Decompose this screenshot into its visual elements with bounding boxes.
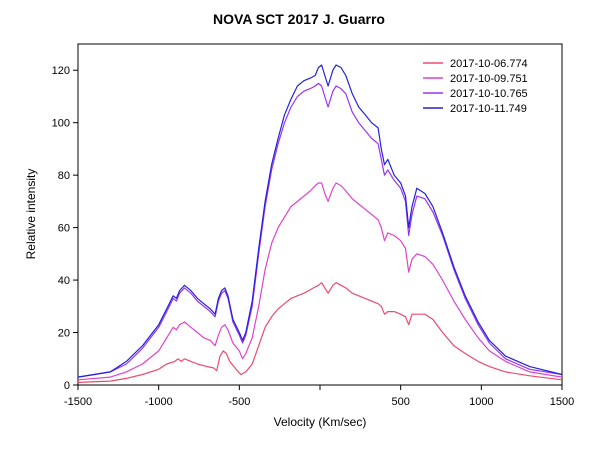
x-tick-label: -1000	[145, 396, 173, 408]
series-line-4	[77, 64, 563, 378]
series-lines	[77, 64, 563, 383]
x-tick-label: 1500	[550, 396, 574, 408]
legend: 2017-10-06.774 2017-10-09.751 2017-10-10.7…	[423, 58, 528, 115]
y-tick-label: 20	[58, 328, 70, 340]
legend-entry: 2017-10-10.765	[450, 88, 528, 100]
y-tick-label: 120	[52, 65, 70, 77]
x-axis-label: Velocity (Km/sec)	[274, 415, 367, 429]
x-tick-label: 500	[391, 396, 409, 408]
y-axis: 0 20 40 60 80 100 120	[52, 65, 78, 392]
series-line-3	[77, 82, 563, 378]
y-tick-label: 100	[52, 118, 70, 130]
series-line-2	[77, 182, 563, 381]
x-tick-label: -500	[228, 396, 250, 408]
y-tick-label: 0	[64, 380, 70, 392]
x-axis: -1500 -1000 -500 500 1000 1500	[64, 385, 574, 408]
x-tick-label: 1000	[469, 396, 493, 408]
chart-title: NOVA SCT 2017 J. Guarro	[213, 11, 385, 27]
legend-entry: 2017-10-11.749	[450, 103, 527, 115]
legend-entry: 2017-10-09.751	[450, 73, 528, 85]
y-tick-label: 80	[58, 170, 70, 182]
legend-entry: 2017-10-06.774	[450, 58, 528, 70]
y-tick-label: 60	[58, 223, 70, 235]
y-axis-label: Relative intensity	[24, 169, 38, 260]
y-tick-label: 40	[58, 275, 70, 287]
x-tick-label: -1500	[64, 396, 92, 408]
series-line-1	[77, 282, 563, 383]
